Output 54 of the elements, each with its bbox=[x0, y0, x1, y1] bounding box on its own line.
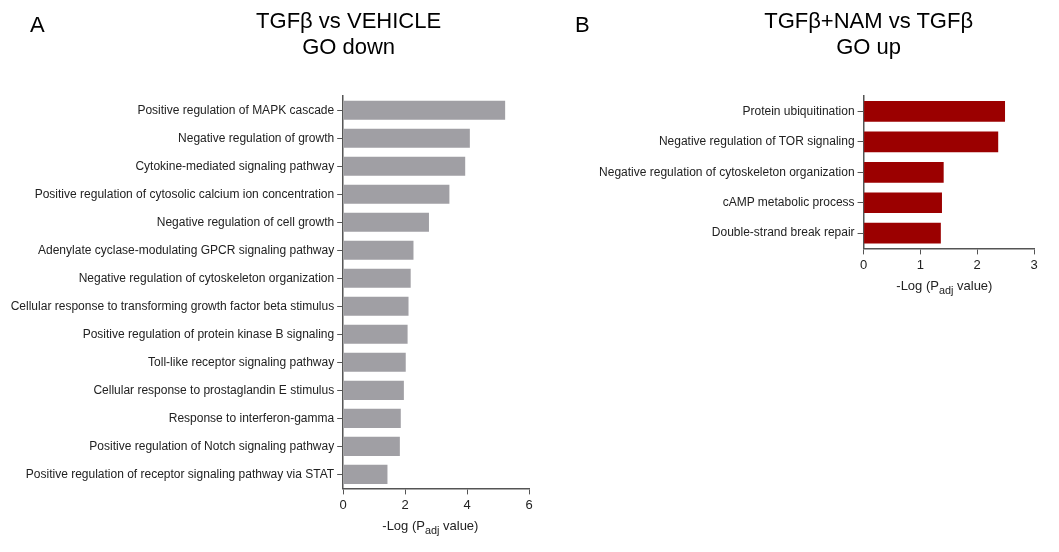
y-tick-label: Negative regulation of TOR signaling bbox=[658, 134, 855, 149]
bar bbox=[343, 380, 404, 400]
x-tick-label: 6 bbox=[525, 496, 533, 512]
y-tick-label: Adenylate cyclase-modulating GPCR signaling pathway bbox=[38, 242, 335, 257]
y-tick-label: Negative regulation of cytoskeleton organization bbox=[78, 270, 335, 285]
y-tick-label: Response to interferon-gamma bbox=[168, 410, 335, 425]
bar bbox=[343, 324, 408, 344]
bar bbox=[343, 268, 411, 288]
chart-title: TGFβ+NAM vs TGFβ bbox=[763, 8, 975, 34]
bar bbox=[343, 240, 414, 260]
bar bbox=[864, 222, 941, 244]
y-tick-label: cAMP metabolic process bbox=[722, 195, 855, 210]
bar bbox=[343, 100, 506, 120]
bar bbox=[343, 352, 406, 372]
bar bbox=[343, 212, 429, 232]
x-axis-title: -Log (P$_{adj}$ value) bbox=[381, 518, 480, 536]
y-tick-label: Positive regulation of protein kinase B signaling bbox=[82, 326, 335, 341]
bar bbox=[343, 296, 409, 316]
chart-subtitle: GO up bbox=[835, 34, 903, 60]
bar bbox=[343, 436, 400, 456]
x-tick-label: 2 bbox=[401, 496, 409, 512]
bar bbox=[343, 128, 470, 148]
y-tick-label: Negative regulation of growth bbox=[178, 130, 335, 145]
y-tick-label: Cytokine-mediated signaling pathway bbox=[135, 158, 335, 173]
x-tick-label: 3 bbox=[1030, 256, 1038, 272]
chart-title: TGFβ vs VEHICLE bbox=[255, 8, 443, 34]
y-tick-label: Double-strand break repair bbox=[711, 225, 855, 240]
y-tick-label: Positive regulation of Notch signaling pathway bbox=[89, 438, 335, 453]
y-tick-label: Positive regulation of MAPK cascade bbox=[137, 102, 335, 117]
x-tick-label: 2 bbox=[973, 256, 981, 272]
y-tick-label: Positive regulation of receptor signaling pathway via STAT bbox=[25, 466, 335, 481]
y-tick-label: Negative regulation of cell growth bbox=[156, 214, 335, 229]
x-tick-label: 4 bbox=[463, 496, 471, 512]
text: B bbox=[575, 12, 590, 38]
y-tick-label: Protein ubiquitination bbox=[742, 103, 855, 118]
y-tick-label: Positive regulation of cytosolic calcium ion concentration bbox=[34, 186, 335, 201]
y-tick-label: Toll-like receptor signaling pathway bbox=[148, 354, 335, 369]
x-tick-label: 1 bbox=[916, 256, 924, 272]
x-tick-label: 0 bbox=[859, 256, 868, 272]
chart-subtitle: GO down bbox=[301, 34, 397, 60]
bar bbox=[864, 101, 1006, 122]
bar bbox=[343, 156, 466, 176]
text: A bbox=[30, 12, 45, 38]
x-axis-title: -Log (P$_{adj}$ value) bbox=[895, 278, 994, 296]
bar bbox=[864, 131, 999, 153]
y-tick-label: Negative regulation of cytoskeleton organization bbox=[599, 164, 855, 179]
bar bbox=[343, 408, 401, 428]
y-tick-label: Cellular response to transforming growth factor beta stimulus bbox=[10, 298, 335, 313]
y-tick-label: Cellular response to prostaglandin E stimulus bbox=[93, 382, 335, 397]
x-tick-label: 0 bbox=[339, 496, 347, 512]
bar bbox=[343, 464, 388, 484]
bar bbox=[343, 184, 450, 204]
bar bbox=[864, 192, 942, 214]
bar bbox=[864, 161, 944, 183]
